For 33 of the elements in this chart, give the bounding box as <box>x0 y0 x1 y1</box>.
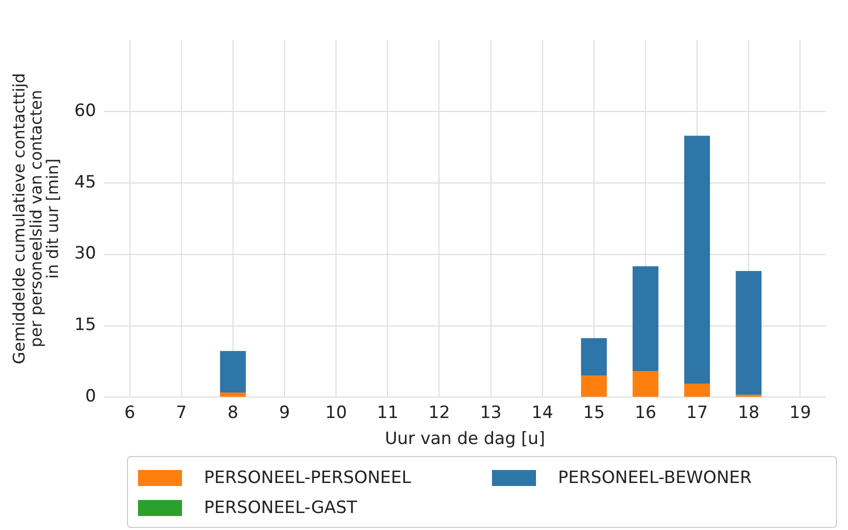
bar <box>684 136 710 384</box>
bar <box>581 376 607 397</box>
bar <box>684 384 710 397</box>
y-tick-label: 0 <box>85 386 96 407</box>
x-tick-label: 17 <box>686 402 708 423</box>
x-tick-label: 6 <box>124 402 136 423</box>
x-tick-label: 15 <box>583 402 605 423</box>
legend-label: PERSONEEL-GAST <box>204 498 358 518</box>
x-tick-label: 10 <box>325 402 347 423</box>
legend-label: PERSONEEL-BEWONER <box>558 468 752 488</box>
y-tick-label: 30 <box>74 244 96 264</box>
bar <box>736 270 762 395</box>
bar <box>632 371 658 397</box>
x-tick-label: 16 <box>634 402 656 423</box>
x-tick-label: 11 <box>376 402 398 423</box>
x-tick-label: 12 <box>428 402 450 423</box>
bar <box>581 338 607 376</box>
x-tick-label: 18 <box>738 402 760 423</box>
legend-label: PERSONEEL-PERSONEEL <box>204 468 412 488</box>
x-tick-label: 19 <box>789 402 812 423</box>
y-tick-label: 45 <box>74 172 96 192</box>
bar <box>632 266 658 372</box>
x-tick-label: 8 <box>228 402 238 423</box>
y-tick-label: 15 <box>74 315 96 336</box>
x-tick-label: 7 <box>176 402 187 423</box>
x-axis-title: Uur van de dag [u] <box>384 429 546 450</box>
x-tick-label: 14 <box>532 402 554 423</box>
y-axis-title: Gemiddelde cumulatieve contacttijd per personeelslid van contacten in dit uur [min] <box>10 73 62 364</box>
bar <box>220 392 246 397</box>
x-tick-label: 9 <box>279 402 290 423</box>
y-tick-label: 60 <box>74 100 96 121</box>
bar <box>220 351 246 392</box>
x-tick-label: 13 <box>480 402 502 423</box>
